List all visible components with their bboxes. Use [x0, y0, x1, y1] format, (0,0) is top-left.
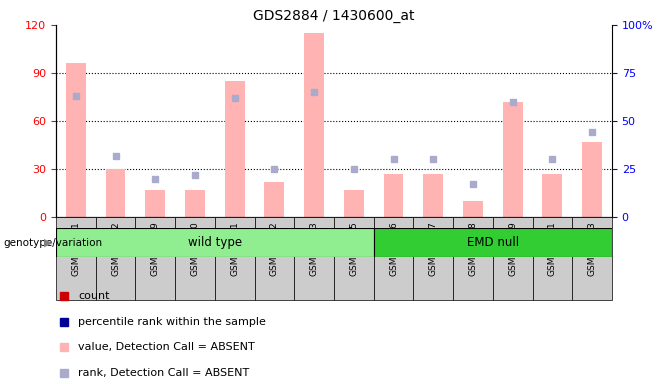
Bar: [265, 182, 284, 217]
Bar: [413, 217, 453, 300]
Bar: [532, 217, 572, 300]
Text: GSM147467: GSM147467: [429, 221, 438, 276]
Text: EMD null: EMD null: [467, 237, 519, 249]
Text: GSM147465: GSM147465: [349, 221, 359, 276]
Text: GSM147469: GSM147469: [508, 221, 517, 276]
Text: rank, Detection Call = ABSENT: rank, Detection Call = ABSENT: [78, 368, 249, 378]
Bar: [582, 142, 602, 217]
Bar: [344, 190, 364, 217]
Bar: [453, 217, 493, 300]
Text: wild type: wild type: [188, 237, 242, 249]
Bar: [225, 81, 245, 217]
Bar: [56, 228, 374, 257]
Bar: [105, 169, 126, 217]
Bar: [463, 201, 483, 217]
Bar: [334, 217, 374, 300]
Bar: [374, 228, 612, 257]
Text: GSM147493: GSM147493: [588, 221, 597, 276]
Text: GSM147451: GSM147451: [71, 221, 80, 276]
Text: GSM147468: GSM147468: [468, 221, 478, 276]
Bar: [215, 217, 255, 300]
Bar: [374, 217, 413, 300]
Text: GSM147481: GSM147481: [548, 221, 557, 276]
Text: value, Detection Call = ABSENT: value, Detection Call = ABSENT: [78, 343, 255, 353]
Bar: [145, 190, 165, 217]
Bar: [572, 217, 612, 300]
Bar: [136, 217, 175, 300]
Text: genotype/variation: genotype/variation: [3, 238, 103, 248]
Bar: [542, 174, 563, 217]
Text: GSM147461: GSM147461: [230, 221, 239, 276]
Bar: [384, 174, 403, 217]
Text: GSM147460: GSM147460: [190, 221, 199, 276]
Bar: [185, 190, 205, 217]
Text: GSM147452: GSM147452: [111, 221, 120, 276]
Bar: [56, 217, 95, 300]
Bar: [294, 217, 334, 300]
Bar: [493, 217, 532, 300]
Bar: [304, 33, 324, 217]
Bar: [175, 217, 215, 300]
Text: GSM147459: GSM147459: [151, 221, 160, 276]
Bar: [423, 174, 443, 217]
Text: GSM147462: GSM147462: [270, 221, 279, 276]
Title: GDS2884 / 1430600_at: GDS2884 / 1430600_at: [253, 8, 415, 23]
Text: GSM147463: GSM147463: [309, 221, 318, 276]
Text: ▶: ▶: [43, 238, 52, 248]
Text: GSM147466: GSM147466: [389, 221, 398, 276]
Bar: [66, 63, 86, 217]
Bar: [503, 102, 522, 217]
Text: count: count: [78, 291, 110, 301]
Bar: [255, 217, 294, 300]
Bar: [95, 217, 136, 300]
Text: percentile rank within the sample: percentile rank within the sample: [78, 317, 266, 327]
